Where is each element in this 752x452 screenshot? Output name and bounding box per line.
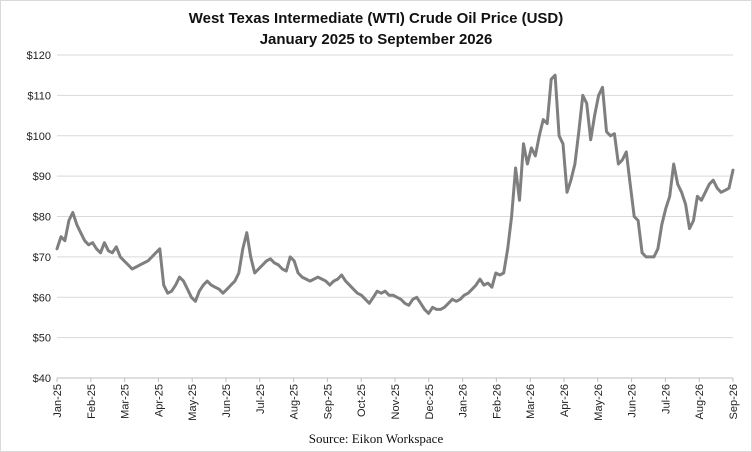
chart-title-block: West Texas Intermediate (WTI) Crude Oil … <box>0 8 752 50</box>
x-tick-label: Jul-26 <box>660 384 672 414</box>
x-tick-label: May-26 <box>593 384 605 421</box>
x-tick-label: Mar-26 <box>525 384 537 419</box>
x-tick-label: Dec-25 <box>424 384 436 419</box>
y-tick-label: $80 <box>33 212 51 224</box>
chart-source: Source: Eikon Workspace <box>308 431 444 446</box>
x-tick-label: Jan-26 <box>458 384 470 418</box>
y-tick-label: $70 <box>33 252 51 264</box>
x-tick-label: Mar-25 <box>120 384 132 419</box>
chart-subtitle: January 2025 to September 2026 <box>259 31 493 48</box>
x-tick-label: Apr-25 <box>153 384 165 417</box>
x-tick-label: Jan-25 <box>52 384 64 418</box>
x-tick-label: Feb-26 <box>491 384 503 419</box>
y-tick-label: $110 <box>27 90 51 102</box>
chart-title: West Texas Intermediate (WTI) Crude Oil … <box>188 10 564 27</box>
x-tick-label: Sep-26 <box>728 384 740 419</box>
x-tick-label: Jul-25 <box>255 384 267 414</box>
x-tick-label: Jun-26 <box>627 384 639 418</box>
x-tick-label: Nov-25 <box>390 384 402 419</box>
y-tick-label: $100 <box>27 131 51 143</box>
x-tick-label: Feb-25 <box>86 384 98 419</box>
x-tick-label: May-25 <box>187 384 199 421</box>
y-tick-label: $90 <box>33 171 51 183</box>
x-tick-label: Oct-25 <box>356 384 368 417</box>
x-tick-label: Sep-25 <box>322 384 334 419</box>
wti-price-series-line <box>55 73 735 315</box>
x-tick-label: Jun-25 <box>221 384 233 418</box>
y-tick-label: $50 <box>33 333 51 345</box>
x-tick-label: Aug-26 <box>694 384 706 419</box>
y-tick-label: $60 <box>33 292 51 304</box>
x-tick-label: Apr-26 <box>559 384 571 417</box>
y-tick-label: $120 <box>27 50 51 62</box>
x-tick-label: Aug-25 <box>289 384 301 419</box>
y-tick-label: $40 <box>33 373 51 385</box>
